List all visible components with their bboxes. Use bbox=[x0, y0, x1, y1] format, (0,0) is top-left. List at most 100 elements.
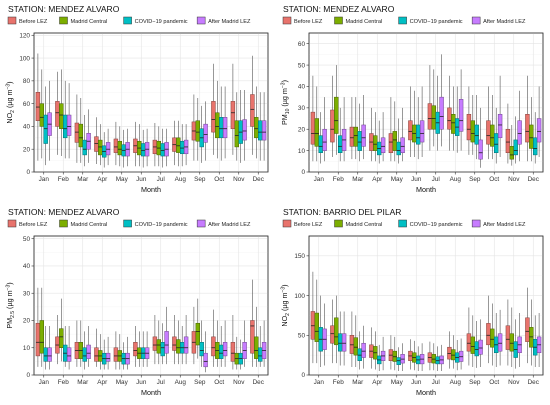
box-body bbox=[478, 139, 483, 160]
legend-label: Madrid Central bbox=[346, 222, 383, 228]
box-after-madrid-lez bbox=[105, 128, 111, 166]
y-tick-label: 40 bbox=[23, 263, 31, 270]
legend-item: Madrid Central bbox=[334, 16, 382, 25]
x-tick-label: Dec bbox=[253, 379, 265, 386]
box-body bbox=[117, 140, 122, 156]
box-before-lez bbox=[230, 63, 236, 155]
chart-panel-pm10-mendez-alvaro: STATION: MENDEZ ALVARO Before LEZ Madrid C… bbox=[275, 0, 550, 202]
box-madrid-central bbox=[156, 126, 162, 167]
y-tick-label: 20 bbox=[23, 146, 31, 153]
plot-area bbox=[308, 235, 544, 376]
box-madrid-central bbox=[137, 331, 142, 367]
legend-item: Madrid Central bbox=[59, 16, 107, 25]
box-body bbox=[497, 333, 503, 352]
box-after-madrid-lez bbox=[419, 86, 425, 158]
legend-item: After Madrid LEZ bbox=[196, 219, 251, 228]
box-body bbox=[478, 339, 483, 355]
legend-label: COVID−19 pandemic bbox=[135, 222, 188, 228]
box-body bbox=[341, 333, 347, 352]
box-after-madrid-lez bbox=[242, 320, 247, 367]
box-after-madrid-lez bbox=[183, 124, 189, 166]
x-tick-label: Sep bbox=[194, 176, 206, 183]
y-axis-title-part: NO bbox=[5, 112, 14, 123]
box-after-madrid-lez bbox=[439, 344, 444, 372]
box-madrid-central bbox=[39, 287, 44, 367]
box-body bbox=[338, 333, 343, 352]
y-tick-label: 20 bbox=[23, 318, 31, 325]
y-tick-label: 0 bbox=[26, 169, 30, 176]
y-tick-label: 50 bbox=[298, 62, 306, 69]
box-body bbox=[156, 339, 162, 354]
box-body bbox=[486, 120, 491, 145]
legend-swatch bbox=[123, 219, 132, 228]
y-axis-title: PM10 (µg m−3) bbox=[280, 80, 291, 125]
box-before-lez bbox=[505, 103, 511, 164]
box-body bbox=[230, 342, 236, 362]
chart-title: STATION: BARRIO DEL PILAR bbox=[283, 207, 401, 217]
box-body bbox=[427, 103, 433, 130]
box-body bbox=[490, 328, 495, 348]
box-body bbox=[353, 126, 358, 147]
x-tick-label: Oct bbox=[214, 379, 224, 386]
box-body bbox=[250, 94, 255, 127]
legend-item: After Madrid LEZ bbox=[471, 16, 526, 25]
box-body bbox=[349, 126, 355, 147]
box-body bbox=[219, 344, 224, 359]
box-body bbox=[505, 128, 511, 154]
box-madrid-central bbox=[334, 65, 339, 155]
plot-area bbox=[33, 32, 269, 173]
box-body bbox=[43, 347, 48, 362]
x-tick-label: Feb bbox=[333, 379, 344, 386]
box-madrid-central bbox=[509, 307, 515, 368]
legend-label: Before LEZ bbox=[19, 19, 48, 25]
box-body bbox=[388, 133, 394, 154]
legend-label: After Madrid LEZ bbox=[208, 222, 251, 228]
x-tick-label: Sep bbox=[469, 379, 481, 386]
y-tick-label: 100 bbox=[294, 293, 305, 300]
x-axis-title: Month bbox=[141, 185, 161, 194]
x-tick-label: Apr bbox=[372, 379, 383, 386]
box-before-lez bbox=[191, 94, 197, 161]
x-tick-label: Jan bbox=[39, 379, 50, 386]
x-tick-label: Apr bbox=[372, 176, 383, 183]
box-after-madrid-lez bbox=[164, 306, 169, 365]
box-body bbox=[361, 124, 366, 147]
box-body bbox=[439, 96, 444, 130]
legend-item: Before LEZ bbox=[282, 219, 323, 228]
box-after-madrid-lez bbox=[66, 325, 72, 370]
box-body bbox=[486, 323, 491, 346]
box-body bbox=[416, 124, 421, 145]
box-body bbox=[43, 114, 48, 144]
x-tick-label: Aug bbox=[175, 379, 187, 386]
plot-frame bbox=[308, 32, 544, 173]
x-tick-label: Feb bbox=[58, 176, 69, 183]
x-tick-label: Mar bbox=[77, 379, 89, 386]
legend-swatch bbox=[398, 219, 407, 228]
box-madrid-central bbox=[392, 336, 397, 371]
box-body bbox=[466, 333, 472, 352]
box-before-lez bbox=[427, 341, 433, 371]
box-body bbox=[234, 120, 240, 148]
y-tick-label: 60 bbox=[23, 101, 31, 108]
box-madrid-central bbox=[470, 95, 476, 155]
y-axis-title-part: (µg m bbox=[280, 293, 289, 314]
box-body bbox=[318, 135, 323, 154]
y-axis-title: NO2 (µg m−3) bbox=[280, 284, 291, 326]
box-body bbox=[113, 138, 119, 153]
box-after-madrid-lez bbox=[517, 313, 522, 368]
box-after-madrid-lez bbox=[322, 303, 327, 366]
box-after-madrid-lez bbox=[203, 331, 208, 373]
box-madrid-central bbox=[431, 69, 437, 147]
box-body bbox=[113, 347, 119, 362]
y-tick-label: 10 bbox=[23, 345, 31, 352]
x-tick-label: Jan bbox=[314, 379, 325, 386]
box-body bbox=[160, 143, 165, 157]
box-body bbox=[466, 114, 472, 141]
box-madrid-central bbox=[39, 69, 44, 159]
y-axis-title-part: PM bbox=[280, 114, 289, 125]
box-after-madrid-lez bbox=[478, 319, 483, 368]
box-body bbox=[525, 114, 530, 143]
y-tick-label: 80 bbox=[23, 78, 31, 85]
legend-label: COVID−19 pandemic bbox=[135, 19, 188, 25]
